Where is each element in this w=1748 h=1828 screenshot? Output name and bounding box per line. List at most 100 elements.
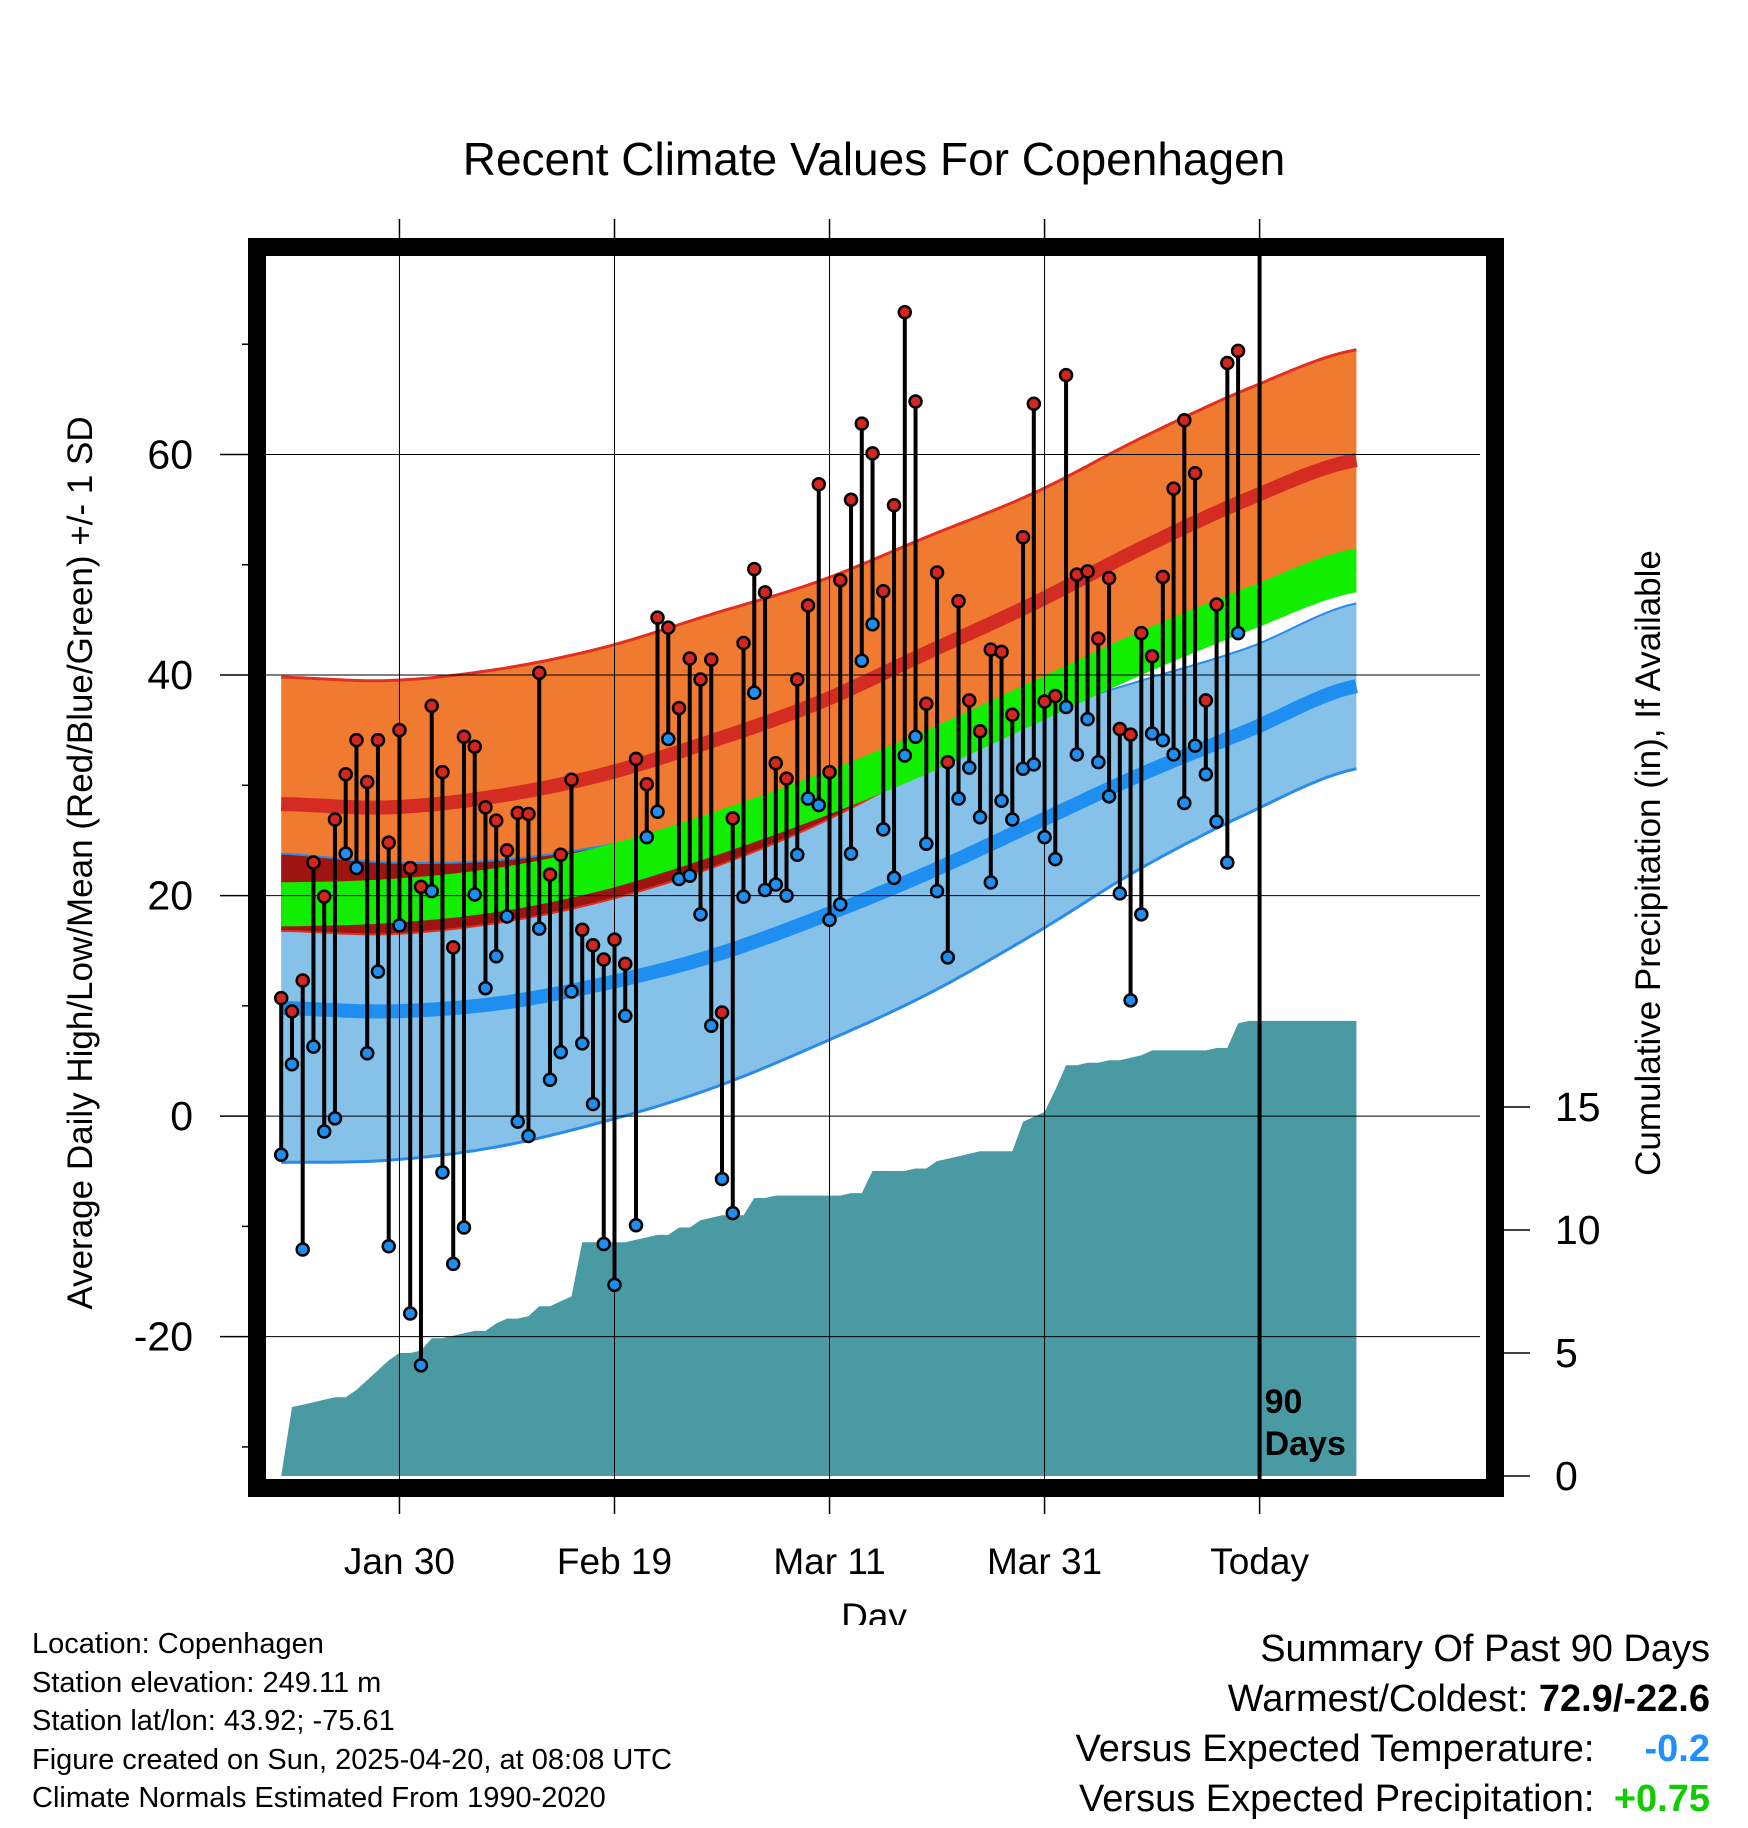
low-point [349, 860, 364, 876]
low-point [800, 791, 816, 806]
low-point [306, 1039, 321, 1054]
high-point [725, 811, 741, 826]
high-point [499, 843, 515, 858]
precip-area [270, 1020, 1357, 1476]
low-point [1005, 812, 1020, 827]
high-point [1220, 355, 1235, 371]
high-point [553, 847, 568, 863]
high-point [521, 806, 536, 822]
y-tick-label: 40 [147, 652, 193, 698]
x-tick-label: Jan 30 [344, 1541, 455, 1582]
low-point [381, 1238, 396, 1254]
low-point [682, 868, 698, 883]
high-point [1198, 693, 1214, 708]
high-point [1015, 529, 1031, 545]
low-point [1091, 754, 1106, 770]
x-axis-label: Day [841, 1596, 907, 1625]
high-point [306, 855, 321, 870]
high-point [295, 973, 310, 988]
high-point [1144, 649, 1160, 664]
high-point [822, 764, 837, 780]
high-point [1209, 597, 1224, 612]
vs-precip-value: +0.75 [1613, 1778, 1710, 1820]
high-point [768, 755, 784, 771]
x-tick-label: Today [1210, 1541, 1309, 1582]
ninety-day-label: Days [1265, 1425, 1346, 1463]
low-point [768, 877, 784, 892]
normals-text: Climate Normals Estimated From 1990-2020 [32, 1782, 606, 1814]
high-point [940, 754, 956, 770]
high-point [467, 739, 482, 754]
low-point [1187, 738, 1203, 753]
high-point [650, 610, 665, 625]
high-point [1123, 727, 1138, 742]
high-point [596, 952, 611, 967]
low-point [919, 836, 934, 851]
low-point [628, 1218, 644, 1233]
low-point [811, 797, 827, 813]
high-point [1091, 631, 1106, 646]
low-point [1134, 907, 1149, 922]
low-point [564, 984, 579, 999]
low-point [1230, 625, 1246, 641]
warmest-coldest-value: 72.9/-22.6 [1538, 1678, 1710, 1720]
low-point [607, 1277, 622, 1293]
high-point [273, 990, 289, 1006]
high-point [919, 696, 934, 711]
low-point [1198, 767, 1214, 782]
low-point [392, 918, 407, 933]
low-point [747, 685, 762, 700]
low-point [865, 617, 880, 632]
y2-axis-label: Cumulative Precipitation (in), If Availa… [1629, 550, 1668, 1176]
high-point [284, 1004, 300, 1019]
high-point [908, 394, 923, 409]
low-point [574, 1036, 590, 1051]
y2-tick-label: 10 [1555, 1207, 1601, 1253]
low-point [779, 888, 794, 903]
low-sd-bottom-edge [281, 767, 1357, 1164]
low-point [951, 791, 966, 806]
high-point [574, 922, 590, 938]
high-point [1048, 688, 1063, 704]
high-point [1155, 569, 1171, 585]
low-point [1144, 726, 1160, 741]
summary-precip: Versus Expected Precipitation: +0.75 [1076, 1774, 1710, 1824]
low-point [822, 912, 837, 928]
high-point [402, 860, 418, 876]
low-point [1123, 993, 1138, 1008]
low-point [273, 1147, 289, 1162]
high-point [897, 304, 913, 320]
low-point [402, 1306, 418, 1321]
summary-warmest-coldest: Warmest/Coldest: 72.9/-22.6 [1076, 1674, 1710, 1724]
low-point [542, 1072, 558, 1087]
plot-frame [248, 238, 1504, 1497]
low-point [962, 760, 977, 775]
vs-temp-value: -0.2 [1644, 1728, 1710, 1770]
y-tick-label: -20 [134, 1314, 193, 1360]
y2-tick-label: 15 [1555, 1084, 1601, 1130]
low-point [295, 1242, 310, 1257]
low-point [736, 889, 751, 904]
low-point [1209, 814, 1224, 829]
high-point [445, 940, 461, 955]
high-point [865, 446, 880, 461]
low-point [1101, 789, 1117, 804]
low-point [585, 1096, 601, 1112]
low-point [359, 1046, 375, 1061]
low-point [1155, 732, 1171, 748]
high-point [359, 774, 375, 790]
low-point [1026, 757, 1042, 772]
high-point [424, 698, 439, 714]
high-point [757, 585, 773, 600]
high-point [435, 764, 450, 780]
high-point [639, 776, 655, 792]
high-point [327, 812, 343, 827]
climate-chart: Recent Climate Values For Copenhagen 90 D… [61, 133, 1668, 1625]
summary-panel: Summary Of Past 90 Days Warmest/Coldest:… [1076, 1624, 1710, 1824]
low-point [338, 846, 353, 861]
low-point [531, 921, 547, 936]
high-point [392, 722, 407, 738]
high-point [671, 700, 687, 716]
created-text: Figure created on Sun, 2025-04-20, at 08… [32, 1743, 672, 1776]
high-point [1080, 564, 1095, 579]
